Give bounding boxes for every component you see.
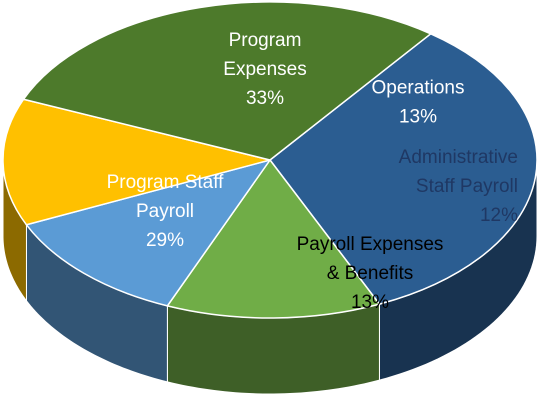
slice-label: Program [229,30,302,51]
value-label: 29% [146,230,184,251]
slice [166,158,381,319]
slice-label: Staff Payroll [416,176,518,197]
slice-label: Administrative [399,147,518,168]
slice [2,98,271,226]
slice-label: Payroll Expenses [297,234,444,255]
slice [25,158,272,307]
value-label: 13% [351,292,389,313]
slice-label: Expenses [223,59,306,80]
value-label: 13% [399,107,437,128]
slice-label: Program Staff [107,172,225,193]
slice [22,1,433,161]
slice [268,32,538,305]
value-label: 12% [480,205,518,226]
pie-tops [2,1,538,319]
slice-label: Payroll [136,201,194,222]
value-label: 33% [246,88,284,109]
slice-label: & Benefits [327,263,414,284]
slice-label: Operations [372,78,465,99]
